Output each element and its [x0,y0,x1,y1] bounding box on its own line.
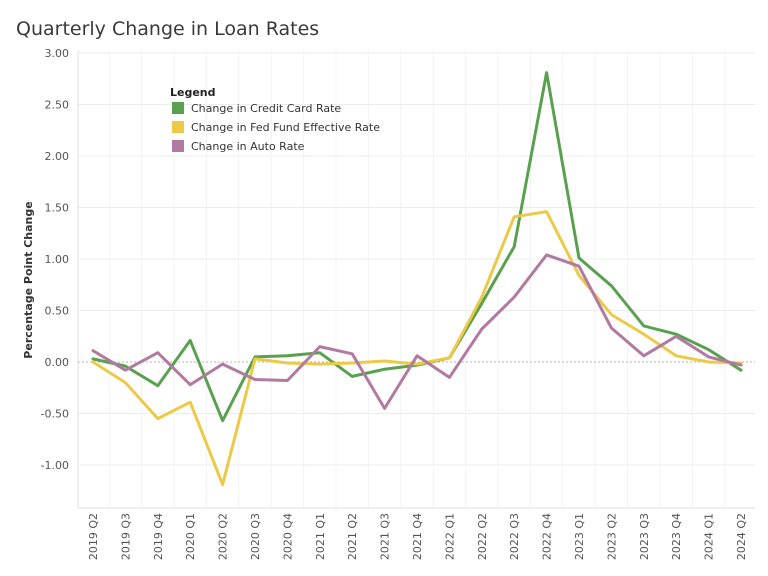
x-tick-label: 2019 Q4 [152,513,165,560]
legend-swatch [172,102,184,114]
y-tick-label: 0.50 [45,305,70,318]
x-tick-label: 2020 Q2 [217,513,230,560]
y-tick-label: 2.50 [45,99,70,112]
series-lines [91,71,743,487]
legend-swatch [172,140,184,152]
legend: Legend Change in Credit Card Rate Change … [170,86,380,153]
x-tick-label: 2021 Q2 [346,513,359,560]
x-tick-label: 2022 Q1 [443,513,456,560]
series-line [91,210,743,487]
x-tick-label: 2021 Q1 [314,513,327,560]
x-tick-label: 2022 Q4 [541,513,554,560]
y-tick-label: -0.50 [41,408,69,421]
x-tick-label: 2019 Q2 [87,513,100,560]
x-tick-label: 2022 Q3 [508,513,521,560]
y-tick-label: 2.00 [45,150,70,163]
chart-title: Quarterly Change in Loan Rates [16,18,320,40]
x-tick-label: 2021 Q4 [411,513,424,560]
legend-title: Legend [170,86,216,99]
x-tick-label: 2023 Q1 [573,513,586,560]
x-tick-label: 2024 Q1 [703,513,716,560]
x-tick-label: 2023 Q3 [638,513,651,560]
y-tick-label: 3.00 [45,47,70,60]
x-tick-label: 2023 Q4 [670,513,683,560]
y-tick-label: 0.00 [45,356,70,369]
x-tick-label: 2020 Q4 [281,513,294,560]
legend-swatch [172,121,184,133]
y-tick-label: -1.00 [41,459,69,472]
x-axis-ticks: 2019 Q2 2019 Q3 2019 Q4 2020 Q1 2020 Q2 2020 … [87,513,748,560]
legend-entry: Change in Auto Rate [191,140,305,153]
y-tick-label: 1.00 [45,253,70,266]
x-tick-label: 2020 Q3 [249,513,262,560]
x-tick-label: 2020 Q1 [184,513,197,560]
x-tick-label: 2024 Q2 [735,513,748,560]
x-tick-label: 2023 Q2 [605,513,618,560]
y-axis-label: Percentage Point Change [22,201,35,358]
x-tick-label: 2019 Q3 [119,513,132,560]
grid-lines [77,50,755,509]
x-tick-label: 2022 Q2 [476,513,489,560]
legend-entry: Change in Credit Card Rate [191,102,341,115]
x-tick-label: 2021 Q3 [379,513,392,560]
y-axis-ticks: 3.00 2.50 2.00 1.50 1.00 0.50 0.00 -0.50 -1.00 [41,47,69,472]
legend-entry: Change in Fed Fund Effective Rate [191,121,380,134]
series-line [91,253,743,410]
y-tick-label: 1.50 [45,202,70,215]
